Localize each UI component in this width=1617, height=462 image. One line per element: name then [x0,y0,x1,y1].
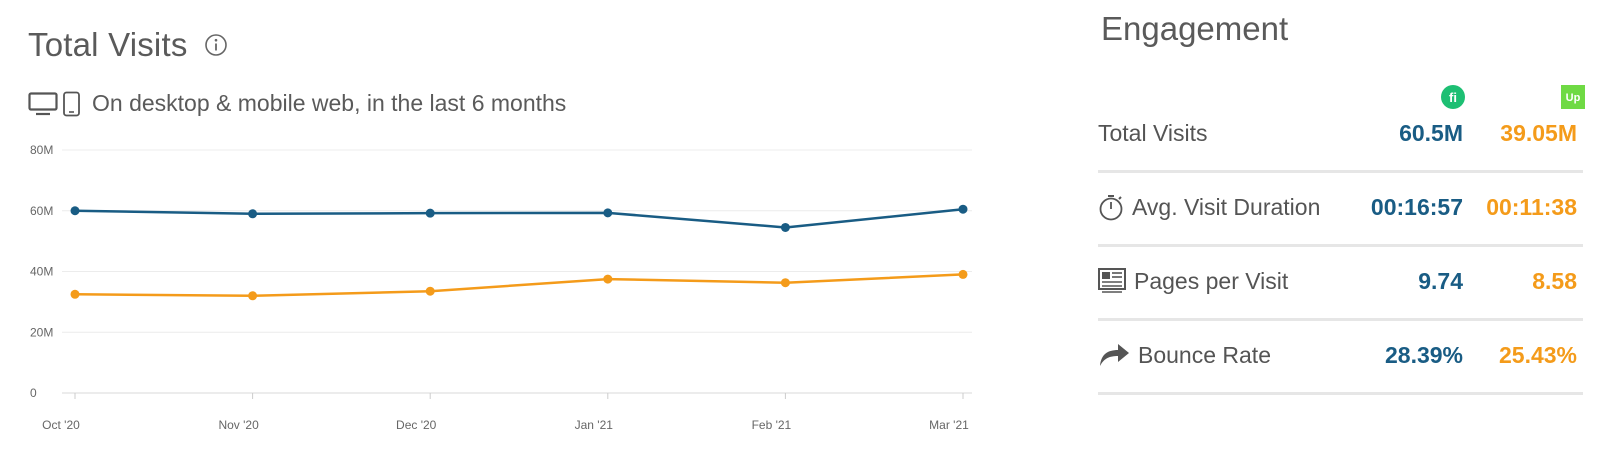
site-a-logo: fi [1441,85,1465,109]
x-tick-label: Feb '21 [752,418,792,432]
x-tick-label: Nov '20 [218,418,259,432]
site-a-value: 28.39% [1384,341,1463,368]
metric-row-pages-per-visit: Pages per Visit 9.74 8.58 [1098,244,1583,321]
subtitle-row: On desktop & mobile web, in the last 6 m… [28,90,566,117]
metric-label: Bounce Rate [1098,342,1583,369]
series-1-point [248,209,258,219]
y-tick-label: 60M [30,204,53,218]
info-icon[interactable] [204,33,228,57]
svg-text:fi: fi [1449,90,1457,105]
metric-label-text: Total Visits [1098,119,1208,146]
chart-subtitle: On desktop & mobile web, in the last 6 m… [92,90,567,116]
x-tick-label: Jan '21 [575,418,614,432]
x-tick-label: Mar '21 [929,418,969,432]
series-line-1 [74,207,964,229]
site-a-value: 9.74 [1418,267,1463,294]
metric-label: Pages per Visit [1098,268,1583,295]
site-b-value: 8.58 [1532,267,1577,294]
y-tick-label: 40M [30,265,53,279]
metric-row-avg-visit-duration: Avg. Visit Duration 00:16:57 00:11:38 [1098,170,1583,247]
metric-label-text: Avg. Visit Duration [1132,193,1321,220]
site-a-value: 60.5M [1399,119,1463,146]
series-2-point [603,274,613,284]
series-2-point [425,286,435,296]
mobile-icon [63,91,80,116]
x-tick-label: Dec '20 [396,418,437,432]
series-1-point [780,222,790,232]
pages-icon [1098,268,1126,293]
metric-label: Avg. Visit Duration [1098,193,1583,221]
site-a-value: 00:16:57 [1370,193,1463,220]
y-tick-label: 20M [30,325,53,339]
series-2-point [70,289,80,299]
site-b-value: 39.05M [1500,119,1577,146]
series-2-point [780,278,790,288]
metric-label-text: Pages per Visit [1134,267,1289,294]
y-tick-label: 0 [30,386,37,400]
desktop-icon [28,91,58,115]
series-1-point [958,204,968,214]
site-b-value: 00:11:38 [1486,193,1577,220]
engagement-title: Engagement [1101,10,1289,47]
metric-row-bounce-rate: Bounce Rate 28.39% 25.43% [1098,318,1583,395]
series-2-point [958,269,968,279]
site-b-logo: Up [1561,85,1585,109]
metric-row-total-visits: Total Visits 60.5M 39.05M [1098,96,1583,173]
total-visits-line-chart: 0 20M 40M 60M 80M Oct '20 Nov '20 Dec '20 Jan '2… [30,143,972,432]
total-visits-panel: Total Visits On desktop & mobile web, in… [28,26,972,432]
y-tick-label: 80M [30,143,53,157]
bounce-arrow-icon [1100,344,1129,366]
series-2-point [248,291,258,301]
engagement-panel: Engagement fi Up Total Visits 60.5M 39.0… [1098,0,1598,462]
metric-label-text: Bounce Rate [1138,341,1271,368]
stopwatch-icon [1099,195,1123,221]
series-1-point [70,206,80,216]
series-line-2 [74,273,964,298]
title-row: Total Visits [28,26,228,64]
x-tick-label: Oct '20 [42,418,80,432]
series-1-point [603,208,613,218]
svg-text:Up: Up [1566,92,1581,104]
series-1-point [425,208,435,218]
page-title: Total Visits [28,26,188,63]
site-b-value: 25.43% [1498,341,1577,368]
metric-label: Total Visits [1098,120,1583,147]
